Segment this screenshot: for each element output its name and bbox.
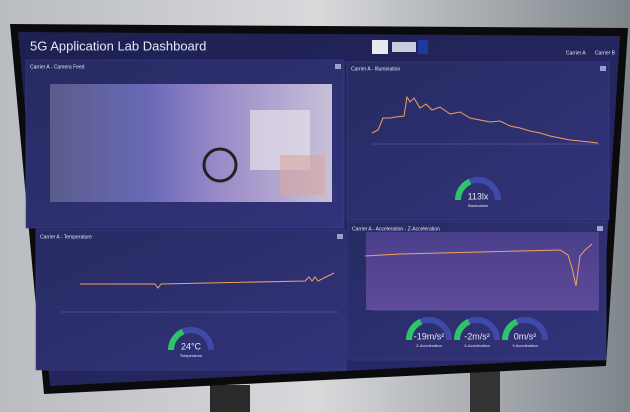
trend-line — [80, 272, 335, 289]
stand — [210, 385, 250, 412]
gauge-value: -19m/s² — [414, 331, 445, 341]
gauge-value: 24°C — [181, 341, 202, 351]
logo — [372, 40, 388, 54]
gauge-label: Temperature — [180, 353, 203, 358]
gauge-fill — [501, 318, 519, 341]
tab[interactable]: Carrier B — [595, 50, 616, 56]
screen: 5G Application Lab Dashboard Carrier A C… — [18, 32, 620, 386]
gauge-label: Illumination — [468, 203, 488, 208]
gauge-label: Z-Acceleration — [416, 343, 442, 348]
gauge-value: 113lx — [468, 191, 489, 201]
trend-line — [371, 95, 599, 144]
panel-menu[interactable] — [337, 234, 343, 239]
gauge-fill — [453, 318, 471, 341]
panel-title: Carrier A - Illumination — [351, 66, 400, 72]
gauge-value: 0m/s² — [514, 331, 537, 341]
logo — [392, 42, 416, 52]
panel — [346, 61, 610, 221]
panel-menu[interactable] — [600, 66, 606, 71]
gauge-label: X-Acceleration — [464, 343, 490, 348]
tab[interactable]: Carrier A — [566, 50, 586, 56]
panel-title: Carrier A - Camera Feed — [30, 64, 85, 70]
panel — [35, 229, 347, 371]
gauge-fill — [454, 178, 472, 201]
panel-title: Carrier A - Acceleration - Z-Acceleratio… — [352, 226, 440, 232]
gauge-label: Y-Acceleration — [512, 343, 538, 348]
gauge-value: -2m/s² — [464, 331, 490, 341]
gauge-fill — [405, 318, 423, 341]
camera-object — [202, 147, 238, 183]
gauge-fill — [167, 328, 185, 351]
camera-object — [280, 155, 325, 195]
logo — [418, 40, 428, 54]
dashboard-title: 5G Application Lab Dashboard — [30, 38, 206, 53]
panel-title: Carrier A - Temperature — [40, 234, 92, 240]
panel-menu[interactable] — [335, 64, 341, 69]
plot-area — [366, 232, 599, 310]
trend-line — [364, 243, 593, 287]
panel-menu[interactable] — [597, 226, 603, 231]
